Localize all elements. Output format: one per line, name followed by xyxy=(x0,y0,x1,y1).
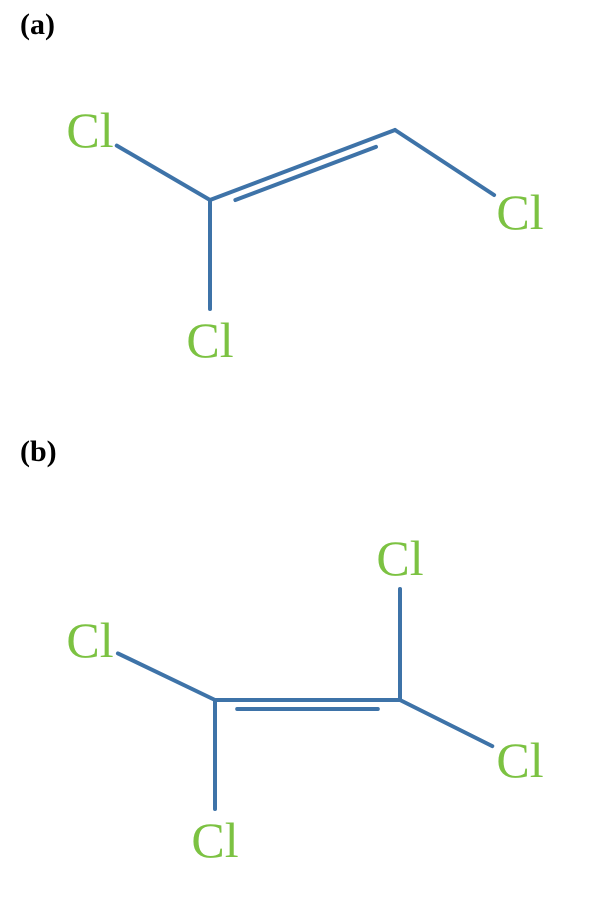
atom-label-cl: Cl xyxy=(496,731,543,789)
atom-label-cl: Cl xyxy=(191,811,238,869)
panel-label-b: (b) xyxy=(20,435,57,469)
atom-label-cl: Cl xyxy=(66,611,113,669)
atom-label-cl: Cl xyxy=(376,529,423,587)
atom-label-cl: Cl xyxy=(496,183,543,241)
atom-label-cl: Cl xyxy=(186,311,233,369)
atom-label-cl: Cl xyxy=(66,101,113,159)
panel-label-a: (a) xyxy=(20,8,55,42)
